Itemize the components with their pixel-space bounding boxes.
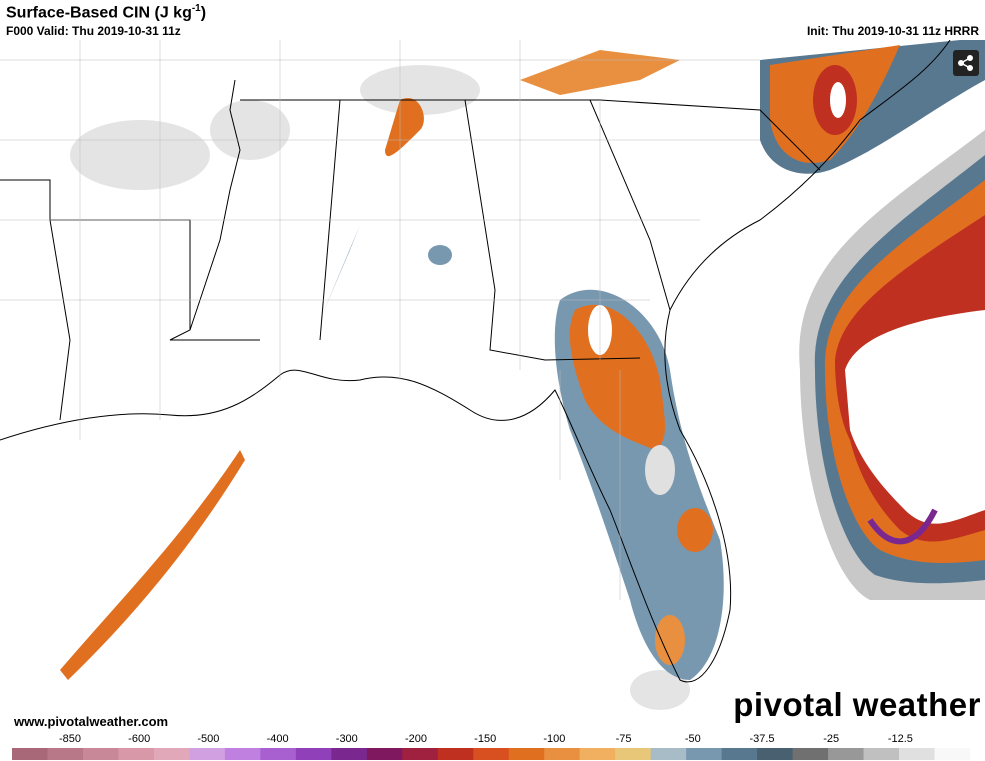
map-title: Surface-Based CIN (J kg-1) [6, 3, 206, 22]
colorbar-swatch [934, 748, 970, 760]
logo: pivotal weather [733, 686, 981, 723]
colorbar-swatch [402, 748, 439, 760]
colorbar-swatch [473, 748, 510, 760]
share-button[interactable] [953, 50, 979, 76]
colorbar-swatch [331, 748, 368, 760]
colorbar-swatch [544, 748, 581, 760]
colorbar-label: -12.5 [887, 733, 913, 745]
colorbar-swatch [899, 748, 936, 760]
colorbar-swatch [153, 748, 190, 760]
colorbar-swatch [47, 748, 84, 760]
colorbar-label: -850 [58, 733, 82, 745]
colorbar-swatch [579, 748, 616, 760]
colorbar-swatch [757, 748, 794, 760]
colorbar-label: -75 [615, 733, 632, 745]
colorbar-swatch [82, 748, 119, 760]
atlantic-cin [799, 130, 985, 600]
colorbar-swatch [12, 748, 48, 760]
valid-time: F000 Valid: Thu 2019-10-31 11z [6, 24, 181, 38]
florida-cin [554, 289, 724, 680]
colorbar-labels: -850 -600 -500 -400 -300 -200 -150 -100 -75 -50 -3… [0, 733, 985, 747]
colorbar-label: -150 [474, 733, 497, 745]
colorbar-label: -37.5 [749, 733, 775, 745]
colorbar-swatch [686, 748, 723, 760]
colorbar-swatch [295, 748, 332, 760]
colorbar-swatch [615, 748, 652, 760]
colorbar-swatch [260, 748, 297, 760]
colorbar-label: -50 [684, 733, 701, 745]
title-text: ) [200, 4, 207, 22]
colorbar-label: -600 [128, 733, 151, 745]
colorbar-label: -100 [543, 733, 566, 745]
colorbar-swatch [792, 748, 829, 760]
county-lines [0, 40, 760, 600]
colorbar-label: -500 [197, 733, 220, 745]
colorbar-swatch [828, 748, 865, 760]
title-text: Surface-Based CIN (J kg [6, 4, 192, 22]
title-superscript: -1 [191, 3, 201, 14]
colorbar [12, 748, 970, 760]
share-icon [958, 55, 973, 71]
carolina-cin [760, 40, 985, 174]
colorbar-swatch [366, 748, 403, 760]
colorbar-swatch [224, 748, 261, 760]
init-time: Init: Thu 2019-10-31 11z HRRR [806, 24, 979, 38]
colorbar-swatch [508, 748, 545, 760]
colorbar-label: -25 [823, 733, 840, 745]
colorbar-label: -400 [266, 733, 289, 745]
site-url[interactable]: www.pivotalweather.com [14, 714, 169, 729]
borders [0, 40, 951, 683]
colorbar-label: -200 [404, 733, 428, 745]
colorbar-swatch [189, 748, 226, 760]
colorbar-swatch [118, 748, 155, 760]
colorbar-label: -300 [335, 733, 358, 745]
colorbar-swatch [650, 748, 687, 760]
colorbar-swatch [721, 748, 758, 760]
minor-cin [60, 50, 680, 680]
colorbar-swatch [437, 748, 474, 760]
colorbar-swatch [863, 748, 900, 760]
map [0, 40, 985, 735]
